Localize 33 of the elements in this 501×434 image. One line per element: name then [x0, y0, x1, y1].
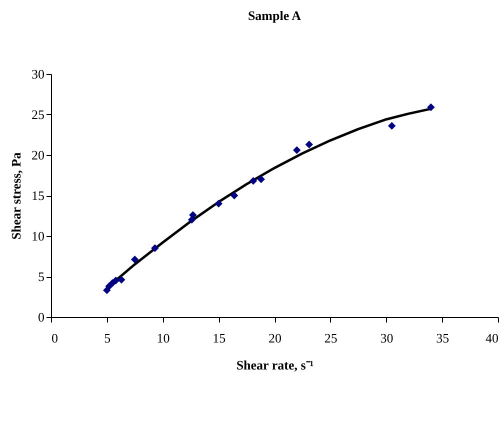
- x-tick-label: 15: [212, 330, 226, 346]
- x-tick-label: 25: [324, 330, 338, 346]
- point: [214, 200, 222, 208]
- point: [249, 177, 258, 185]
- point: [427, 103, 435, 112]
- point: [305, 140, 314, 148]
- x-tick-label: 10: [156, 330, 170, 346]
- y-tick-label: 20: [32, 148, 44, 162]
- chart-title: Sample A: [248, 8, 302, 23]
- y-axis-title: Shear stress, Pa: [8, 152, 24, 240]
- x-tick-label: 5: [104, 330, 111, 346]
- point: [189, 211, 197, 219]
- x-tick-label: 35: [436, 330, 450, 346]
- point: [130, 256, 139, 264]
- point: [112, 276, 120, 284]
- x-tick-label: 0: [52, 330, 58, 346]
- x-tick-label: 40: [486, 330, 498, 346]
- y-tick-label: 5: [38, 269, 44, 284]
- point: [118, 276, 126, 284]
- point: [388, 122, 396, 130]
- y-tick-label: 0: [38, 310, 44, 324]
- point: [257, 175, 265, 184]
- y-tick-label: 25: [32, 107, 44, 122]
- point: [151, 244, 159, 252]
- y-tick-label: 15: [32, 188, 44, 203]
- x-axis-title: Shear rate, s⁻¹: [236, 358, 314, 372]
- point: [103, 286, 111, 294]
- y-tick-label: 10: [32, 228, 44, 244]
- y-tick-label: 30: [32, 66, 44, 82]
- point: [230, 192, 238, 200]
- x-tick-label: 20: [268, 330, 282, 346]
- x-tick-label: 30: [380, 330, 394, 346]
- point: [292, 146, 301, 154]
